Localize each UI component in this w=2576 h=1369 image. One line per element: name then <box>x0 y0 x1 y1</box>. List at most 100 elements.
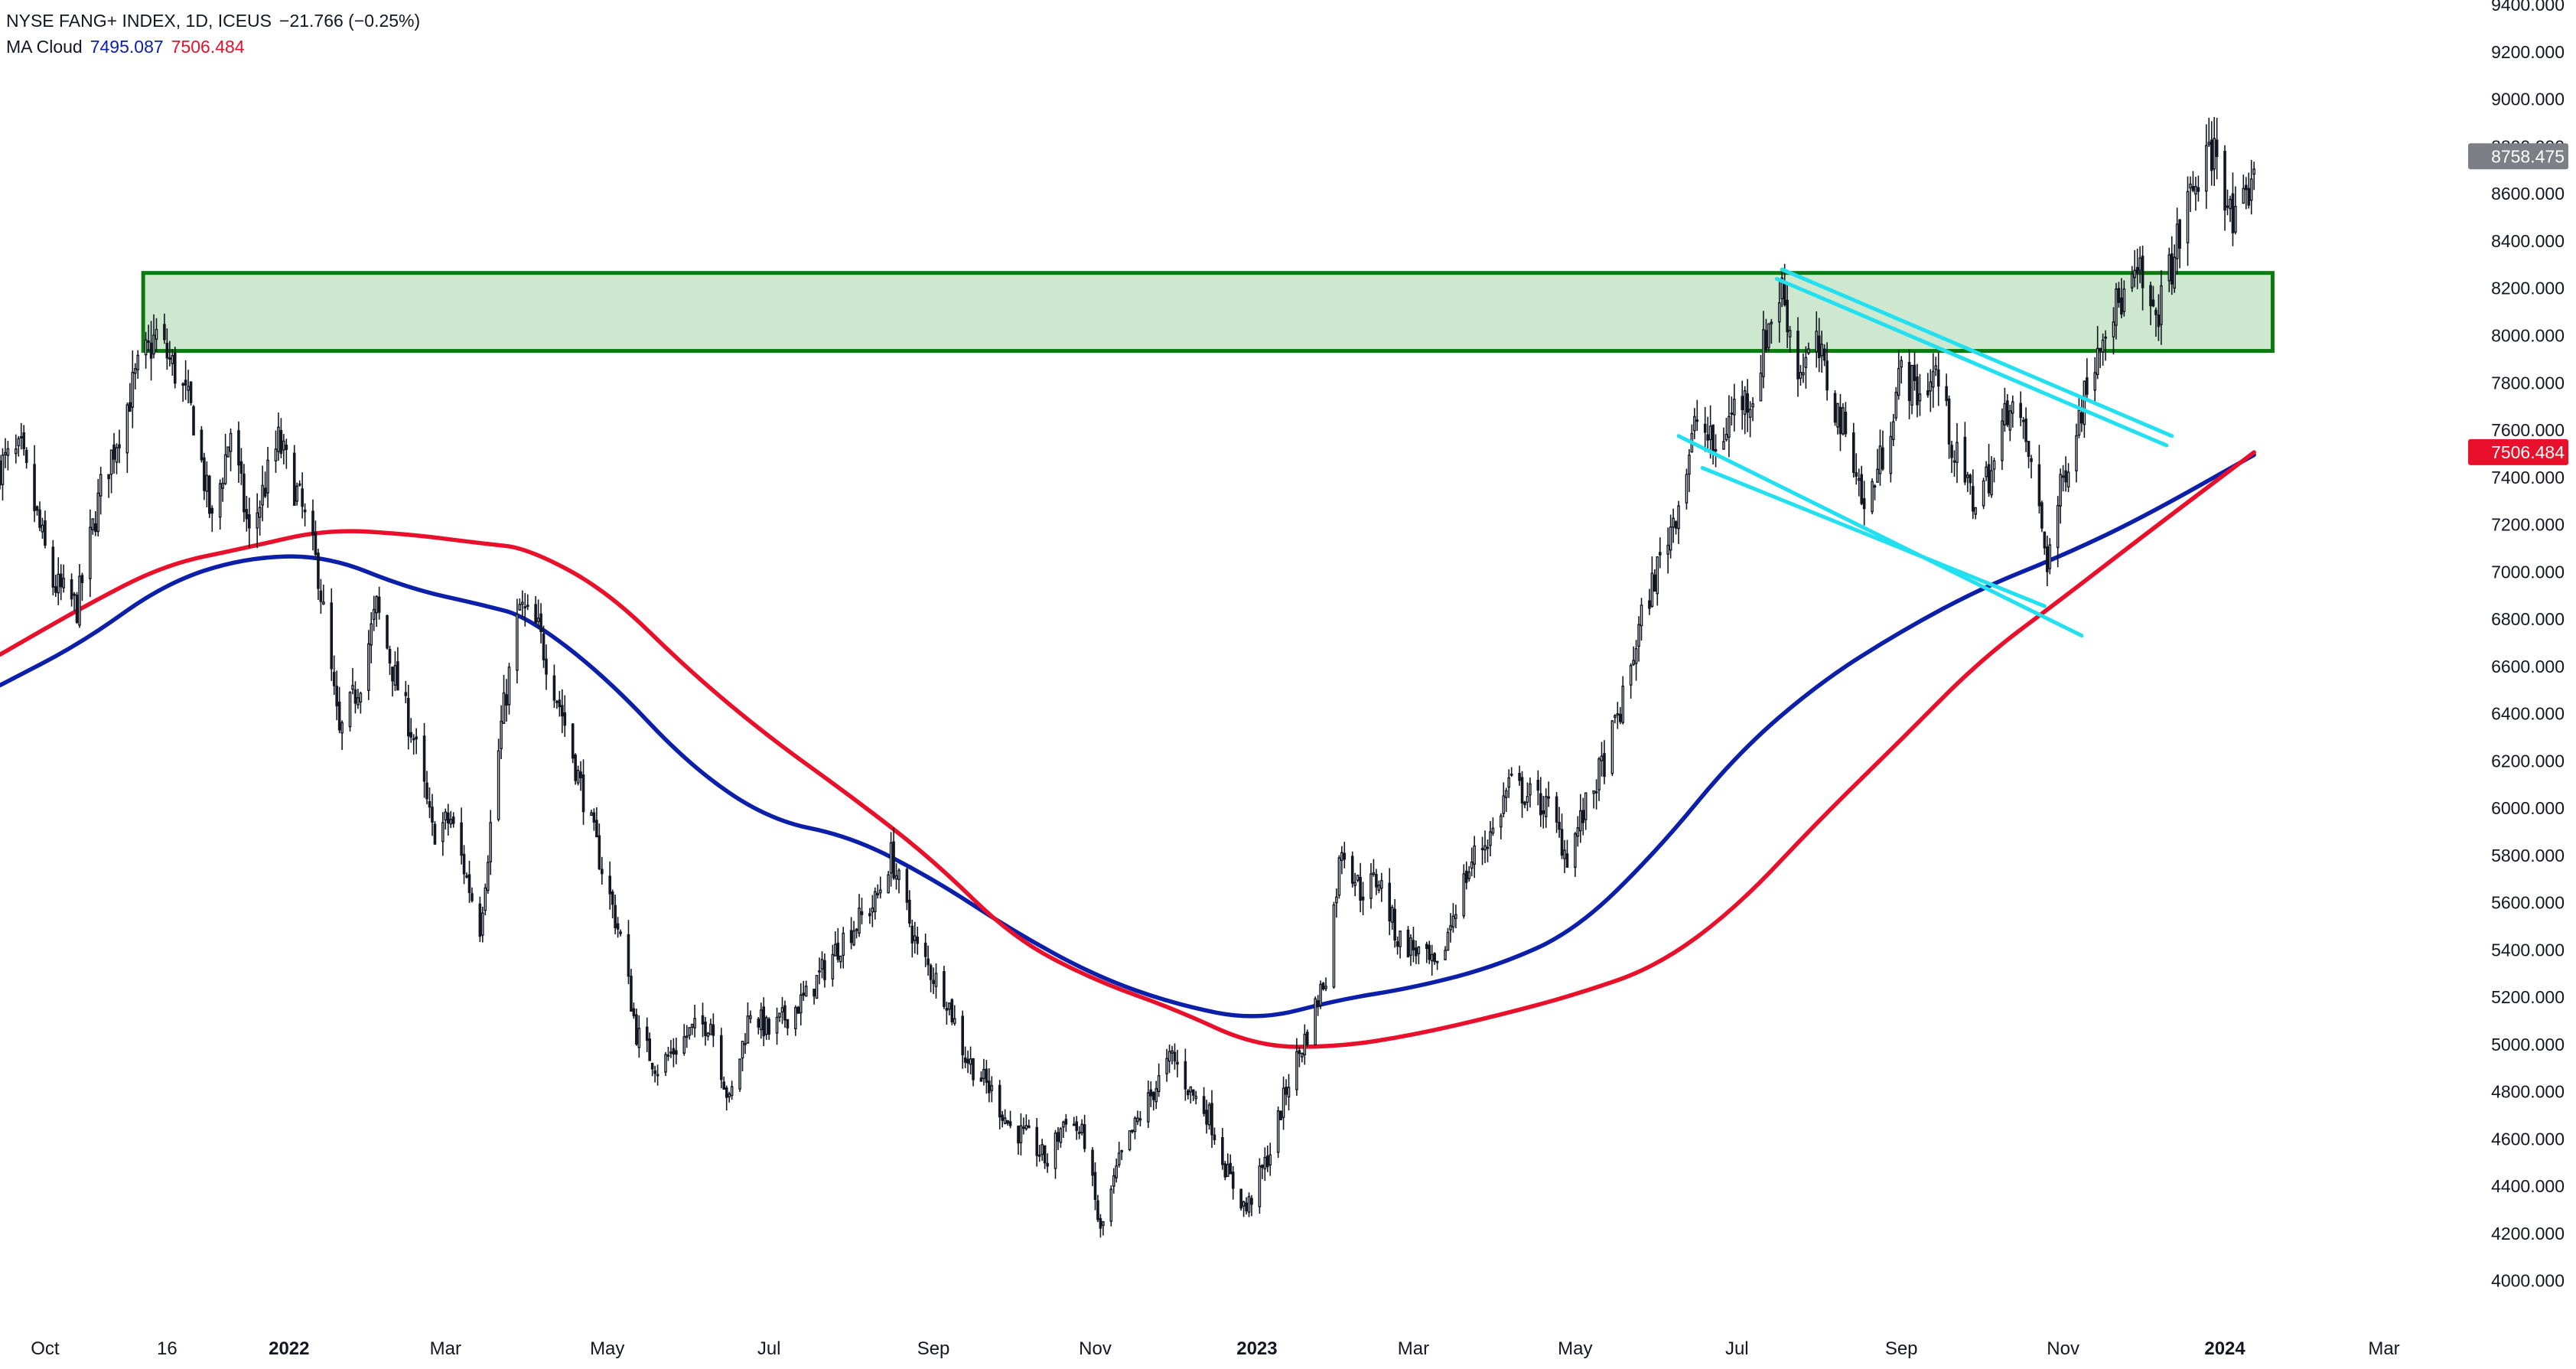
candle <box>858 894 861 937</box>
candle-body <box>471 893 474 901</box>
candle <box>1043 1145 1047 1169</box>
candle-body <box>298 483 301 486</box>
candle-body <box>632 1008 636 1017</box>
candle <box>1956 422 1959 484</box>
candle-body <box>656 1074 659 1077</box>
candle-body <box>1648 600 1651 609</box>
candle-body <box>203 457 206 491</box>
candle <box>147 324 150 352</box>
candle <box>1916 363 1919 418</box>
candle-body <box>144 339 148 356</box>
candle <box>35 505 39 516</box>
candle <box>2019 391 2022 426</box>
candle <box>905 867 909 911</box>
candle-body <box>796 1006 800 1014</box>
candle <box>481 906 484 943</box>
candle <box>78 563 81 628</box>
candle-body <box>969 1058 972 1065</box>
time-tick-label: Mar <box>430 1338 461 1359</box>
symbol-legend-row[interactable]: NYSE FANG+ INDEX, 1D, ICEUS −21.766 (−0.2… <box>6 8 428 34</box>
candle-body <box>2210 139 2213 171</box>
candle-body <box>223 454 227 484</box>
candle <box>1851 422 1855 478</box>
candle <box>545 644 548 690</box>
time-tick-label: Jul <box>757 1338 781 1359</box>
candle-body <box>1136 1117 1139 1123</box>
candle-body <box>1393 908 1396 941</box>
candle <box>1656 556 1659 606</box>
candle-body <box>1261 1165 1264 1169</box>
candle-body <box>923 942 927 957</box>
candle-body <box>916 937 920 944</box>
candle <box>897 868 900 894</box>
candle-body <box>1184 1061 1187 1090</box>
candle <box>1091 1147 1094 1187</box>
candle-body <box>1916 376 1919 406</box>
candle <box>709 1019 712 1035</box>
candle-body <box>1507 777 1511 788</box>
candle-body <box>1390 907 1394 923</box>
candle-body <box>292 452 296 506</box>
candle <box>337 686 341 734</box>
candle <box>823 953 826 988</box>
candle <box>871 895 874 927</box>
candle-body <box>741 1041 744 1059</box>
candle <box>563 695 567 737</box>
candle <box>205 461 209 508</box>
candle-body <box>802 993 806 996</box>
candle <box>428 787 432 819</box>
candle <box>1560 813 1564 859</box>
time-axis[interactable]: Oct 16 2022 Mar May Jul Sep Nov 2023 Mar May Jul Sep… <box>31 1338 2399 1359</box>
candle-body <box>1464 870 1468 883</box>
candle-body <box>571 723 575 759</box>
candle <box>1340 846 1343 875</box>
indicator-legend-row[interactable]: MA Cloud 7495.087 7506.484 <box>6 34 428 60</box>
candle-body <box>988 1081 991 1094</box>
price-axis[interactable]: 4000.000 4200.000 4400.000 4600.000 4800.000… <box>2491 0 2565 1291</box>
candle <box>1594 779 1598 810</box>
candle-body <box>393 665 397 686</box>
candle <box>627 920 630 985</box>
candle <box>581 759 585 825</box>
candle <box>849 917 853 950</box>
candle <box>969 1046 972 1075</box>
candle <box>388 645 392 676</box>
candle-body <box>1703 423 1707 433</box>
candle <box>239 448 243 485</box>
candle-body <box>2197 187 2200 192</box>
candle <box>799 983 803 1025</box>
candle-body <box>1918 393 1922 402</box>
candle <box>764 1015 768 1040</box>
candle <box>1780 269 1784 308</box>
candle-body <box>1990 470 1993 496</box>
candle <box>2066 463 2070 493</box>
candle-body <box>1263 1156 1267 1170</box>
candle <box>1820 331 1824 373</box>
candle-body <box>1189 1086 1193 1093</box>
candle-body <box>1483 845 1487 851</box>
candle-body <box>874 891 877 912</box>
candle <box>471 887 474 903</box>
candle <box>279 418 283 458</box>
candle <box>2154 307 2158 337</box>
candle <box>1523 800 1526 809</box>
candle-body <box>330 602 334 670</box>
candle <box>1985 461 1988 481</box>
candle-body <box>1117 1152 1121 1165</box>
candle <box>2197 175 2200 202</box>
candle <box>2189 176 2192 213</box>
candle-body <box>1295 1051 1298 1090</box>
candle <box>507 663 511 715</box>
candle-body <box>2194 186 2197 195</box>
price-tick-label: 4000.000 <box>2491 1271 2565 1291</box>
candle <box>738 1058 741 1092</box>
candle <box>796 1006 800 1014</box>
candle <box>1298 1047 1301 1067</box>
candle <box>1003 1109 1007 1125</box>
candle <box>243 464 246 523</box>
candle <box>1075 1116 1079 1140</box>
candle-body <box>592 812 596 823</box>
candle-body <box>2138 257 2141 271</box>
